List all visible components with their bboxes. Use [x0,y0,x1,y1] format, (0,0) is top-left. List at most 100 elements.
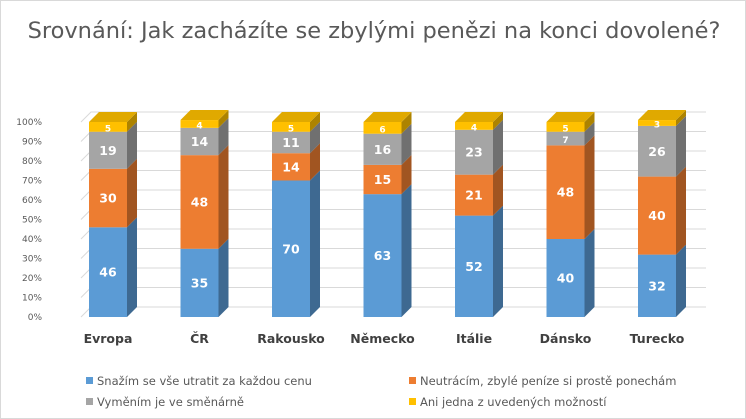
bar-segment: 48 [546,135,595,239]
bar-side [310,112,320,132]
bar-side [493,205,503,317]
legend-swatch-2 [86,398,93,405]
data-label: 4 [196,121,202,131]
bar-segment: 35 [180,238,229,317]
bar-segment: 15 [363,154,412,195]
bar-side [584,135,595,239]
bar-side [676,115,686,177]
data-label: 26 [648,144,666,159]
bar [272,131,310,154]
data-label: 7 [562,136,568,146]
bar-segment: 14 [180,117,229,156]
bar-side [310,170,320,317]
bar-segment: 7 [546,121,595,146]
bar [546,145,585,239]
legend-label-1: Neutrácím, zbylé peníze si prostě ponech… [420,374,677,388]
data-label: 15 [374,172,391,187]
bar [455,129,493,175]
bar [89,168,127,228]
bar-segment: 46 [89,217,137,317]
bar-side [310,143,320,181]
bar-side [218,145,229,249]
x-tick-label: Dánsko [540,331,592,346]
data-label: 14 [191,134,209,149]
legend-label-3: Ani jedna z uvedených možností [420,395,607,409]
bar-segment: 4 [455,112,503,133]
bar-segment: 16 [363,123,412,165]
x-tick-label: Turecko [630,331,685,346]
bar [272,153,310,181]
bar-segment: 5 [272,112,320,134]
bar-side [218,238,229,317]
data-label: 5 [105,124,111,134]
data-label: 63 [374,248,391,263]
data-label: 23 [465,145,482,160]
bar-side [127,112,137,132]
bar-top [638,110,686,121]
bar-segment: 11 [272,121,320,154]
bar-segment: 19 [89,121,137,169]
bar-segment: 14 [272,143,320,181]
bar-side [676,166,686,255]
bar-segment: 3 [638,110,686,130]
y-tick-label: 50% [22,216,42,226]
data-label: 48 [191,194,208,209]
bar-side [310,121,320,154]
bar [363,133,402,165]
bar-side [584,229,595,317]
legend-label-0: Snažím se vše utratit za každou cenu [97,374,312,388]
bar-side [401,154,412,195]
chart-title: Srovnání: Jak zacházíte se zbylými peněz… [27,18,721,44]
bar [455,174,493,216]
bar-side [493,119,503,175]
bar-side [584,112,595,132]
bar-top [89,112,137,122]
bar-segment: 26 [638,115,686,177]
bar-side [676,244,686,317]
y-tick-label: 30% [22,255,42,265]
bar [546,131,585,146]
legend-swatch-1 [409,377,416,384]
bar [363,122,402,134]
data-label: 46 [99,265,117,280]
bar-top [272,112,320,122]
bar-top [363,112,412,122]
bar-side [127,121,137,169]
y-tick-label: 10% [22,294,42,304]
bar-segment: 21 [455,164,503,216]
y-tick-label: 40% [22,235,42,245]
bar-top [455,112,503,122]
legend-item-3: Ani jedna z uvedených možností [409,395,606,409]
bar [546,122,585,132]
bar-side [401,123,412,165]
bar-top [546,112,595,122]
data-label: 52 [465,259,482,274]
bar [180,120,219,128]
bar-segment: 40 [638,166,686,255]
bar-segment: 40 [546,229,595,317]
bar-segment: 48 [180,145,229,249]
bar-side [127,158,137,228]
data-label: 19 [99,143,116,158]
bar [89,131,127,169]
bar [546,239,585,317]
bar [363,194,402,317]
bar [180,127,219,156]
data-label: 5 [562,124,568,134]
data-label: 16 [374,142,392,157]
bar [638,254,676,317]
y-tick-label: 20% [22,274,42,284]
bar-segment: 70 [272,170,320,317]
bar [272,122,310,132]
bar [455,122,493,130]
data-label: 3 [654,120,660,130]
bar-side [127,217,137,317]
bar-segment: 52 [455,205,503,317]
x-tick-label: Německo [350,331,415,346]
bar-side [584,121,595,146]
bar-segment: 6 [363,112,412,135]
bar-side [218,110,229,128]
bar [180,248,219,317]
